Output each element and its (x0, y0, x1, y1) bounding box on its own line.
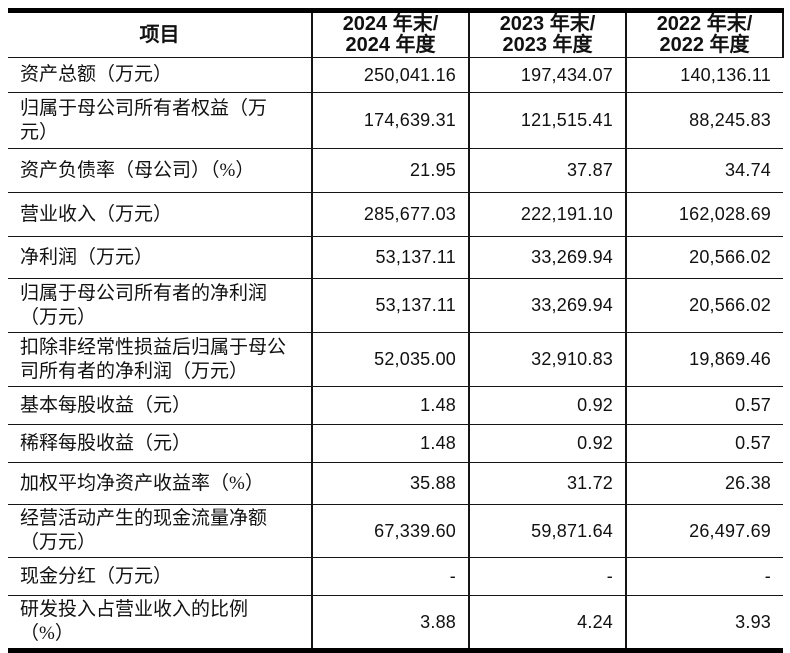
value-2022: 0.57 (625, 424, 783, 463)
value-2022: 0.57 (625, 386, 783, 425)
table-row-net-profit: 净利润（万元） 53,137.11 33,269.94 20,566.02 (8, 236, 783, 279)
value-2022: 88,245.83 (625, 92, 783, 149)
value-2023: 59,871.64 (468, 504, 626, 558)
table-row-revenue: 营业收入（万元） 285,677.03 222,191.10 162,028.6… (8, 192, 783, 237)
value-2023: 222,191.10 (468, 192, 626, 237)
table-row-deducted-net-profit: 扣除非经常性损益后归属于母公 司所有者的净利润（万元） 52,035.00 32… (8, 332, 783, 387)
row-label: 归属于母公司所有者的净利润 （万元） (8, 278, 312, 333)
column-header-2022: 2022 年末/ 2022 年度 (625, 10, 784, 58)
row-label: 扣除非经常性损益后归属于母公 司所有者的净利润（万元） (8, 332, 312, 387)
column-header-2023: 2023 年末/ 2023 年度 (468, 10, 626, 58)
value-2024: 35.88 (311, 462, 469, 505)
value-2023: 31.72 (468, 462, 626, 505)
table-row-basic-eps: 基本每股收益（元） 1.48 0.92 0.57 (8, 386, 783, 425)
row-label: 稀释每股收益（元） (8, 424, 312, 463)
table-row-operating-cash-flow: 经营活动产生的现金流量净额 （万元） 67,339.60 59,871.64 2… (8, 504, 783, 558)
row-label: 经营活动产生的现金流量净额 （万元） (8, 504, 312, 558)
value-2023: 0.92 (468, 424, 626, 463)
table-row-parent-net-profit: 归属于母公司所有者的净利润 （万元） 53,137.11 33,269.94 2… (8, 278, 783, 333)
value-2023: 4.24 (468, 595, 626, 651)
value-2024: - (311, 557, 469, 596)
row-label: 资产负债率（母公司）（%） (8, 148, 312, 193)
column-header-2024: 2024 年末/ 2024 年度 (311, 10, 469, 58)
row-label: 加权平均净资产收益率（%） (8, 462, 312, 505)
column-header-item: 项目 (139, 23, 180, 46)
value-2024: 1.48 (311, 424, 469, 463)
value-2022: 26,497.69 (625, 504, 783, 558)
value-2024: 52,035.00 (311, 332, 469, 387)
value-2023: 32,910.83 (468, 332, 626, 387)
value-2022: - (625, 557, 783, 596)
value-2023: 197,434.07 (468, 57, 626, 93)
table-row-weighted-roe: 加权平均净资产收益率（%） 35.88 31.72 26.38 (8, 462, 783, 505)
value-2024: 21.95 (311, 148, 469, 193)
row-label: 归属于母公司所有者权益（万 元） (8, 92, 312, 149)
value-2024: 285,677.03 (311, 192, 469, 237)
table-row-rd-revenue-ratio: 研发投入占营业收入的比例 （%） 3.88 4.24 3.93 (8, 595, 783, 651)
value-2024: 1.48 (311, 386, 469, 425)
value-2024: 3.88 (311, 595, 469, 651)
value-2022: 3.93 (625, 595, 783, 651)
table-row-total-assets: 资产总额（万元） 250,041.16 197,434.07 140,136.1… (8, 57, 783, 93)
value-2023: 33,269.94 (468, 236, 626, 279)
value-2022: 34.74 (625, 148, 783, 193)
value-2022: 19,869.46 (625, 332, 783, 387)
financial-summary-table-container: 项目 2024 年末/ 2024 年度 2023 年末/ 2023 年度 202… (8, 8, 784, 653)
value-2023: 37.87 (468, 148, 626, 193)
row-label: 资产总额（万元） (8, 57, 312, 93)
row-label: 研发投入占营业收入的比例 （%） (8, 595, 312, 651)
table-row-diluted-eps: 稀释每股收益（元） 1.48 0.92 0.57 (8, 424, 783, 463)
value-2024: 53,137.11 (311, 278, 469, 333)
value-2022: 20,566.02 (625, 236, 783, 279)
table-row-cash-dividend: 现金分红（万元） - - - (8, 557, 783, 596)
row-label: 基本每股收益（元） (8, 386, 312, 425)
row-label: 营业收入（万元） (8, 192, 312, 237)
value-2023: 33,269.94 (468, 278, 626, 333)
value-2024: 250,041.16 (311, 57, 469, 93)
table-row-debt-ratio: 资产负债率（母公司）（%） 21.95 37.87 34.74 (8, 148, 783, 193)
header-row: 项目 2024 年末/ 2024 年度 2023 年末/ 2023 年度 202… (8, 10, 784, 58)
value-2024: 53,137.11 (311, 236, 469, 279)
value-2023: 121,515.41 (468, 92, 626, 149)
value-2022: 20,566.02 (625, 278, 783, 333)
value-2022: 162,028.69 (625, 192, 783, 237)
value-2024: 67,339.60 (311, 504, 469, 558)
value-2024: 174,639.31 (311, 92, 469, 149)
value-2022: 140,136.11 (625, 57, 783, 93)
row-label: 现金分红（万元） (8, 557, 312, 596)
value-2023: - (468, 557, 626, 596)
financial-summary-table: 项目 2024 年末/ 2024 年度 2023 年末/ 2023 年度 202… (8, 8, 784, 653)
table-row-parent-equity: 归属于母公司所有者权益（万 元） 174,639.31 121,515.41 8… (8, 92, 783, 149)
value-2022: 26.38 (625, 462, 783, 505)
row-label: 净利润（万元） (8, 236, 312, 279)
value-2023: 0.92 (468, 386, 626, 425)
